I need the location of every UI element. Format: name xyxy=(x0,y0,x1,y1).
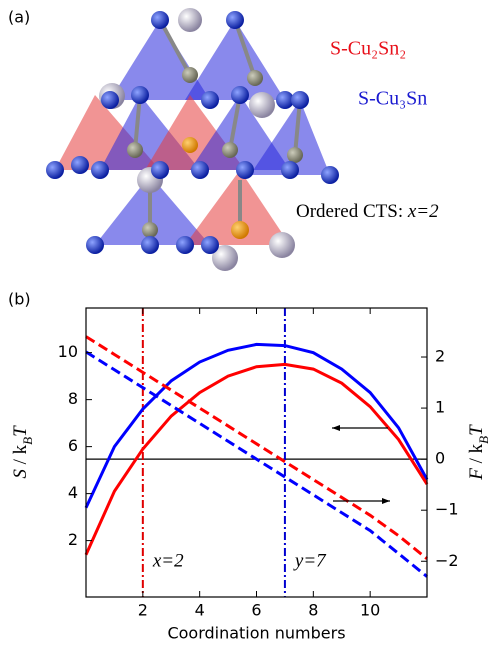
x-axis-label: Coordination numbers xyxy=(167,624,345,643)
axis-label: F / kBT xyxy=(466,424,491,481)
y2-tick-label: 1 xyxy=(435,398,445,417)
x-tick-label: 10 xyxy=(360,601,380,620)
legend-entry: S-Cu₂Sn₂ xyxy=(330,38,406,60)
y-tick-label: 8 xyxy=(68,389,78,408)
axis-label-part: F xyxy=(466,468,487,481)
figure: (a) S-Cu₂Sn₂ S-Cu₃Sn Ordered CTS: x=2 (b… xyxy=(0,0,492,648)
y2-tick-label: 0 xyxy=(435,449,445,468)
arrow-head xyxy=(332,425,340,431)
series-line xyxy=(86,337,427,559)
caption: Ordered CTS: x=2 xyxy=(296,201,439,222)
x-tick-label: 4 xyxy=(195,601,205,620)
axis-label-part: T xyxy=(10,425,31,437)
axis-label-part: B xyxy=(20,437,35,445)
panel-label: (b) xyxy=(8,290,31,309)
caption-text: Ordered CTS: xyxy=(296,201,408,222)
axis-label: S / kBT xyxy=(10,425,35,479)
axis-label-part: / k xyxy=(10,444,31,469)
caption-italic: x=2 xyxy=(407,201,439,222)
x-tick-label: 2 xyxy=(138,601,148,620)
axis-label-part: B xyxy=(476,436,491,444)
crystal-structure xyxy=(46,8,339,271)
axis-label-part: / k xyxy=(466,443,487,468)
series-line xyxy=(86,352,427,577)
annotation: y=7 xyxy=(293,550,327,571)
annotation: x=2 xyxy=(152,550,184,571)
y-tick-label: 2 xyxy=(68,530,78,549)
panel-label: (a) xyxy=(8,8,30,27)
y-tick-label: 4 xyxy=(68,483,78,502)
axis-label-part: S xyxy=(10,469,31,479)
plot-frame xyxy=(86,308,427,597)
y2-tick-label: −1 xyxy=(435,500,459,519)
y-tick-label: 10 xyxy=(58,342,78,361)
y-tick-label: 6 xyxy=(68,436,78,455)
x-tick-label: 6 xyxy=(251,601,261,620)
arrow-head xyxy=(382,498,390,504)
y2-tick-label: −2 xyxy=(435,551,459,570)
legend-entry: S-Cu₃Sn xyxy=(358,88,427,110)
axis-label-part: T xyxy=(466,424,487,436)
y2-tick-label: 2 xyxy=(435,347,445,366)
x-tick-label: 8 xyxy=(308,601,318,620)
